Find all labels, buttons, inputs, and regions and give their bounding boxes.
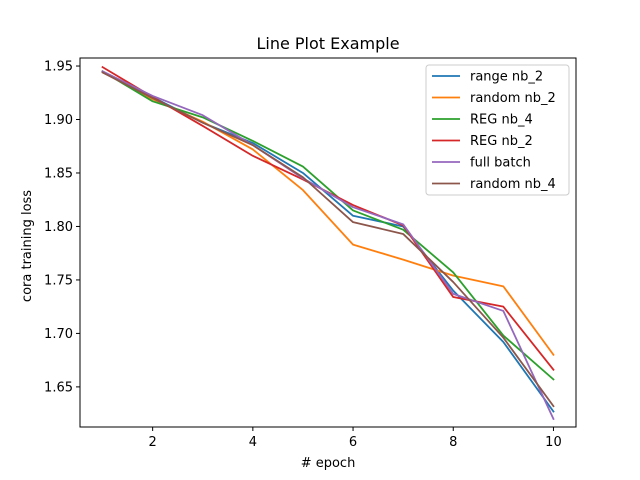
legend-item: range nb_2 bbox=[432, 70, 543, 85]
y-tick-label: 1.90 bbox=[44, 113, 73, 128]
y-axis-label: cora training loss bbox=[20, 190, 35, 302]
legend-item: REG nb_2 bbox=[432, 134, 533, 149]
axes-frame bbox=[79, 57, 577, 428]
legend-label: random nb_4 bbox=[470, 177, 556, 192]
legend-label: REG nb_2 bbox=[470, 134, 533, 149]
y-tick-label: 1.95 bbox=[44, 60, 73, 75]
y-tick-label: 1.65 bbox=[44, 380, 73, 395]
x-axis-label: # epoch bbox=[301, 456, 356, 471]
legend-item: REG nb_4 bbox=[432, 113, 533, 128]
y-tick-label: 1.80 bbox=[44, 220, 73, 235]
x-tick-label: 2 bbox=[149, 435, 157, 450]
series-line-reg-nb-4 bbox=[101, 70, 555, 381]
chart-title: Line Plot Example bbox=[256, 34, 399, 53]
legend-label: random nb_2 bbox=[470, 91, 556, 106]
x-tick-label: 6 bbox=[349, 435, 357, 450]
legend-label: full batch bbox=[470, 156, 531, 171]
series-line-random-nb-4 bbox=[101, 71, 555, 408]
legend-item: full batch bbox=[432, 156, 531, 171]
x-axis-ticks: 2 4 6 8 10 bbox=[149, 427, 562, 450]
y-tick-label: 1.70 bbox=[44, 327, 73, 342]
x-tick-label: 10 bbox=[545, 435, 562, 450]
legend-box bbox=[425, 64, 570, 196]
y-axis-ticks: 1.65 1.70 1.75 1.80 1.85 1.90 1.95 bbox=[44, 60, 80, 395]
y-tick-label: 1.85 bbox=[44, 166, 73, 181]
legend-item: random nb_4 bbox=[432, 177, 556, 192]
y-tick-label: 1.75 bbox=[44, 273, 73, 288]
series-layer bbox=[101, 65, 555, 421]
x-tick-label: 4 bbox=[249, 435, 257, 450]
x-tick-label: 8 bbox=[449, 435, 457, 450]
plot-area bbox=[79, 57, 577, 428]
legend-item: random nb_2 bbox=[432, 91, 556, 106]
legend-label: range nb_2 bbox=[470, 70, 543, 85]
legend-label: REG nb_4 bbox=[470, 113, 533, 128]
series-line-full-batch bbox=[101, 70, 555, 421]
